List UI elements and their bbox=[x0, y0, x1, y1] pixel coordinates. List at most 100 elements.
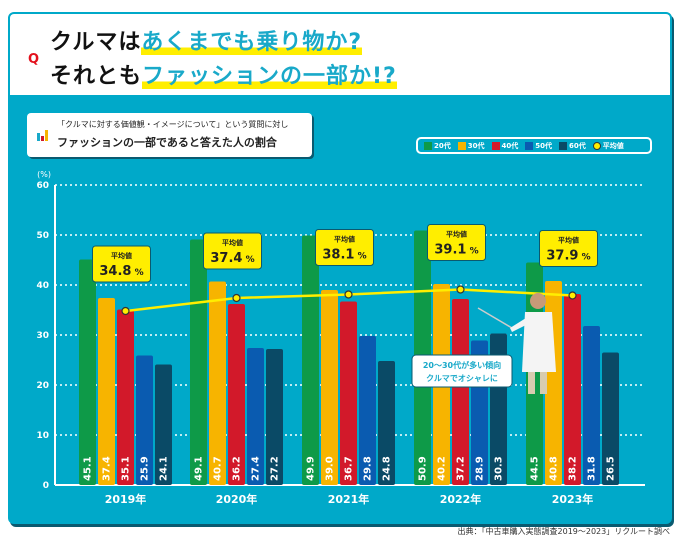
subtitle-line2: ファッションの一部であると答えた人の割合 bbox=[57, 136, 277, 149]
header: Q クルマはあくまでも乗り物か? それともファッションの一部か!? bbox=[10, 14, 670, 95]
subtitle-line1: 「クルマに対する価値観・イメージについて」という質問に対し bbox=[57, 120, 289, 129]
y-tick-label: 0 bbox=[43, 481, 49, 491]
x-tick-label: 2022年 bbox=[440, 492, 482, 506]
y-tick-label: 40 bbox=[36, 281, 49, 291]
x-tick-label: 2020年 bbox=[216, 492, 258, 506]
average-callout-title: 平均値 bbox=[334, 235, 355, 244]
average-unit: % bbox=[466, 247, 478, 257]
average-point bbox=[232, 293, 241, 303]
average-unit: % bbox=[242, 255, 254, 265]
legend-item-average: 平均値 bbox=[592, 141, 624, 151]
bar-value-label: 44.5 bbox=[530, 456, 541, 481]
legend-item: 30代 bbox=[457, 141, 485, 151]
bar-value-label: 27.4 bbox=[251, 456, 262, 481]
bar bbox=[155, 364, 172, 485]
bar-value-label: 40.7 bbox=[213, 456, 224, 481]
bar bbox=[545, 281, 562, 485]
average-callout-title: 平均値 bbox=[558, 236, 579, 245]
legend-label: 20代 bbox=[434, 141, 451, 150]
speech-bubble bbox=[411, 354, 513, 388]
bar-value-label: 30.3 bbox=[494, 456, 505, 481]
y-tick-label: 60 bbox=[36, 181, 49, 191]
bar-value-label: 49.9 bbox=[306, 456, 317, 481]
average-callout-value: 38.1 % bbox=[322, 248, 366, 263]
bar-value-label: 37.4 bbox=[102, 456, 113, 481]
average-unit: % bbox=[354, 252, 366, 262]
bar bbox=[117, 309, 134, 485]
bar bbox=[302, 235, 319, 485]
legend-swatch bbox=[525, 141, 534, 150]
legend-label: 60代 bbox=[569, 141, 586, 150]
subtitle-box: 「クルマに対する価値観・イメージについて」という質問に対し ファッションの一部で… bbox=[27, 113, 312, 157]
bar bbox=[321, 290, 338, 485]
average-callout-value: 37.9 % bbox=[546, 249, 590, 264]
bar-value-label: 49.1 bbox=[194, 456, 205, 481]
average-callout-title: 平均値 bbox=[222, 238, 243, 247]
bar bbox=[564, 294, 581, 485]
average-callout bbox=[92, 245, 151, 283]
average-point bbox=[568, 291, 577, 300]
bar-value-label: 31.8 bbox=[587, 456, 598, 481]
x-tick-label: 2023年 bbox=[552, 492, 594, 506]
bar-value-label: 36.7 bbox=[344, 456, 355, 481]
bar-value-label: 40.2 bbox=[437, 456, 448, 481]
bar-value-label: 39.0 bbox=[325, 456, 336, 481]
y-tick-label: 30 bbox=[36, 331, 49, 341]
bar-value-label: 38.2 bbox=[568, 456, 579, 481]
pointer-stick bbox=[477, 307, 513, 329]
y-tick-label: 10 bbox=[36, 431, 49, 441]
average-callout-title: 平均値 bbox=[111, 251, 132, 260]
average-callout-title: 平均値 bbox=[446, 230, 467, 239]
title-line1: クルマはあくまでも乗り物か? bbox=[50, 24, 363, 56]
bar bbox=[583, 326, 600, 485]
person-leg bbox=[528, 372, 535, 394]
bar-value-label: 27.2 bbox=[270, 456, 281, 481]
bar bbox=[602, 352, 619, 485]
speech-line2: クルマでオシャレに bbox=[426, 373, 498, 383]
average-unit: % bbox=[131, 268, 143, 278]
bar-value-label: 29.8 bbox=[363, 456, 374, 481]
bar-value-label: 50.9 bbox=[418, 456, 429, 481]
legend-item: 50代 bbox=[525, 141, 552, 151]
average-point bbox=[344, 290, 353, 299]
q-icon: Q bbox=[28, 52, 40, 67]
bar-chart-icon bbox=[37, 130, 48, 141]
legend-label: 30代 bbox=[467, 141, 485, 150]
bar bbox=[266, 349, 283, 485]
bar bbox=[98, 298, 115, 485]
person-head bbox=[530, 293, 546, 309]
legend: 20代 30代 40代 50代 60代 平均値 bbox=[416, 137, 652, 154]
legend-swatch bbox=[424, 141, 432, 150]
title-highlight: ファッションの一部か!? bbox=[142, 64, 397, 89]
legend-item: 60代 bbox=[559, 141, 586, 151]
bar-value-label: 24.1 bbox=[159, 456, 170, 481]
person-arm bbox=[510, 318, 528, 332]
title-highlight: あくまでも乗り物か? bbox=[141, 30, 363, 55]
bar-value-label: 40.8 bbox=[549, 456, 560, 481]
bar bbox=[228, 304, 245, 485]
bar-value-label: 25.9 bbox=[140, 456, 151, 481]
bar-value-label: 36.2 bbox=[232, 456, 243, 481]
x-tick-label: 2021年 bbox=[328, 492, 370, 506]
bar-value-label: 28.9 bbox=[475, 456, 486, 481]
average-point bbox=[121, 306, 130, 316]
average-unit: % bbox=[578, 253, 590, 263]
legend-label: 平均値 bbox=[602, 141, 624, 150]
average-callout bbox=[203, 232, 262, 270]
legend-swatch bbox=[559, 141, 567, 150]
average-callout-value: 34.8 % bbox=[99, 264, 143, 279]
average-callout bbox=[427, 224, 486, 261]
average-point bbox=[456, 285, 465, 294]
speech-line1: 20～30代が多い傾向 bbox=[423, 360, 501, 370]
bar bbox=[209, 281, 226, 485]
bar-value-label: 26.5 bbox=[606, 456, 617, 481]
bar-value-label: 37.2 bbox=[456, 456, 467, 481]
legend-marker bbox=[592, 141, 601, 150]
person-coat bbox=[522, 312, 556, 372]
bar bbox=[136, 355, 153, 485]
bar bbox=[247, 348, 264, 485]
bar bbox=[190, 239, 207, 485]
bar-value-label: 24.8 bbox=[382, 456, 393, 481]
legend-item: 20代 bbox=[424, 141, 451, 151]
